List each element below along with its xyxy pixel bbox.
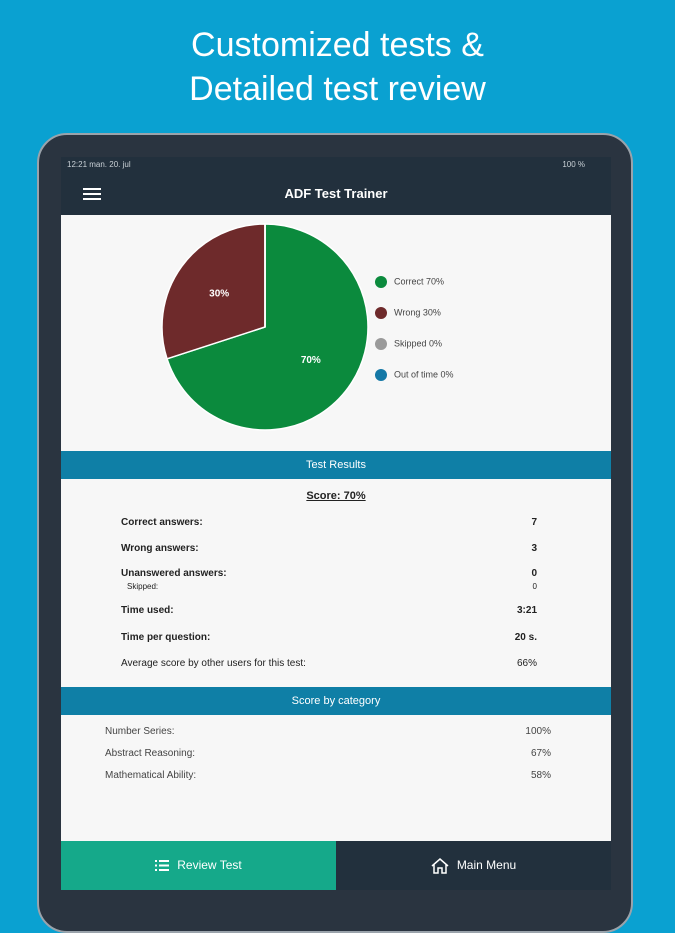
section-header: Test Results: [61, 451, 611, 479]
category-label: Abstract Reasoning:: [105, 748, 196, 759]
promo-title: Customized tests &: [191, 26, 484, 64]
result-label: Time used:: [121, 605, 174, 616]
legend-label: Correct 70%: [394, 276, 444, 286]
category-label: Mathematical Ability:: [105, 770, 197, 781]
result-label: Correct answers:: [121, 517, 203, 528]
result-value: 7: [531, 517, 537, 528]
list-icon: [155, 860, 170, 872]
legend-label: Out of time 0%: [394, 369, 454, 379]
result-value: 0: [531, 568, 537, 579]
home-icon: [431, 857, 449, 874]
pie-slice: [166, 223, 369, 431]
result-label: Skipped:: [127, 582, 159, 591]
legend-dot: [375, 338, 387, 350]
legend-dot: [375, 307, 387, 319]
pie-chart: 70% 30% Correct 70% Wrong 30% Skipped 0% Out …: [161, 223, 454, 431]
category-value: 67%: [530, 748, 551, 759]
result-label: Time per question:: [121, 632, 211, 643]
category-value: 58%: [530, 770, 551, 781]
app-bar: ADF Test Trainer: [61, 172, 611, 215]
menu-icon[interactable]: [83, 187, 101, 201]
main-menu-button[interactable]: Main Menu: [336, 841, 611, 890]
category-value: 100%: [525, 726, 551, 737]
result-label: Unanswered answers:: [121, 568, 227, 579]
review-button[interactable]: Review Test: [61, 841, 336, 890]
result-value: 3:21: [516, 605, 537, 616]
legend-dot: [375, 369, 387, 381]
result-value: 3: [531, 543, 537, 554]
promo-title: Detailed test review: [189, 70, 486, 108]
result-value: 66%: [516, 658, 537, 669]
status-time: 12:21 man. 20. jul: [67, 160, 131, 169]
legend-dot: [375, 276, 387, 288]
result-label: Average score by other users for this te…: [121, 658, 306, 669]
legend-label: Wrong 30%: [394, 307, 441, 317]
result-value: 20 s.: [514, 632, 537, 643]
result-value: 0: [532, 582, 537, 591]
screen: 12:21 man. 20. jul 100 % ADF Test Traine…: [61, 157, 611, 890]
app-title: ADF Test Trainer: [284, 186, 388, 201]
status-battery: 100 %: [562, 160, 585, 169]
button-label: Main Menu: [456, 858, 517, 872]
category-label: Number Series:: [105, 726, 175, 737]
pie-slice: [161, 223, 266, 360]
slice-label: 30%: [209, 288, 229, 299]
result-label: Wrong answers:: [121, 543, 199, 554]
slice-label: 70%: [301, 355, 321, 366]
section-header: Score by category: [61, 687, 611, 715]
status-bar: 12:21 man. 20. jul 100 %: [61, 157, 611, 172]
legend-label: Skipped 0%: [394, 338, 442, 348]
page: {"promo": {"title_line_1": "Customized t…: [37, 26, 633, 933]
button-label: Review Test: [177, 858, 242, 872]
score: Score: 70%: [306, 490, 366, 502]
